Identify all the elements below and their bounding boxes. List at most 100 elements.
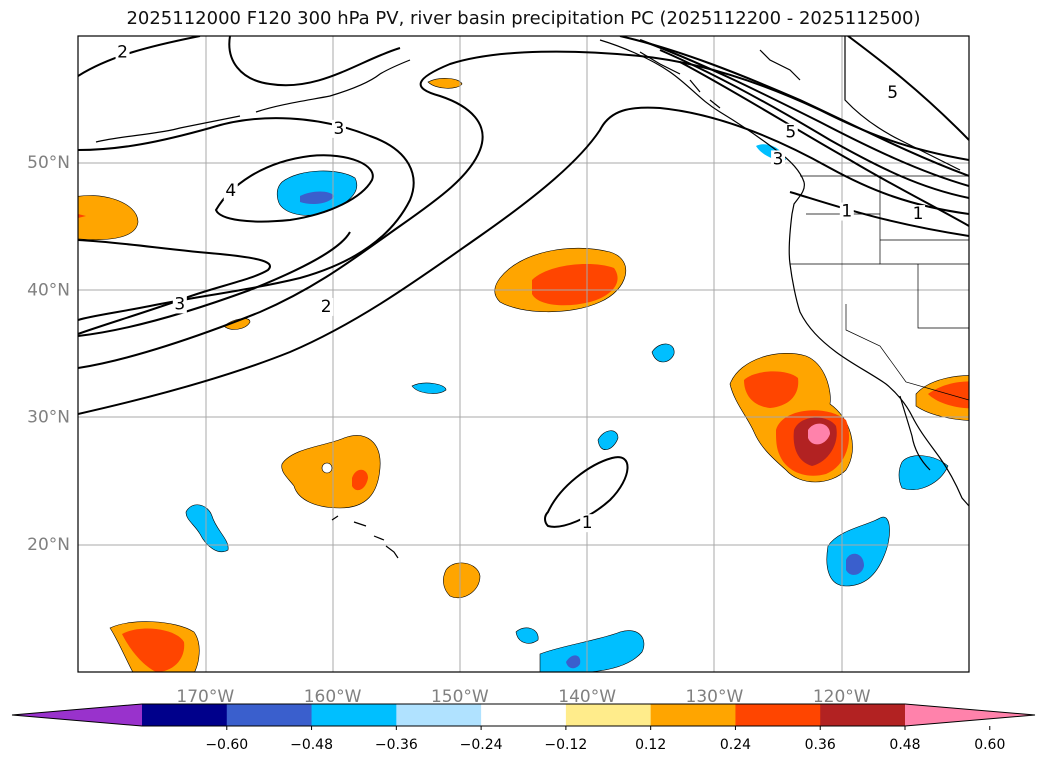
contour-label: 2 <box>321 297 332 317</box>
pv-contour-1b <box>78 231 351 337</box>
lon-tick-label: 140°W <box>558 687 616 707</box>
colorbar-segment <box>735 704 821 726</box>
contour-label-background <box>172 295 187 314</box>
graticule <box>78 36 969 672</box>
precip-patch-negative <box>300 191 334 204</box>
pv-contour-1-main <box>78 106 969 415</box>
pv-contour-4b <box>659 49 969 199</box>
contour-label: 3 <box>334 119 345 139</box>
precip-patch-negative <box>566 655 581 669</box>
pv-contours <box>78 36 969 528</box>
contour-label: 1 <box>841 202 852 222</box>
pv-contour-5b <box>639 39 969 187</box>
colorbar-segment <box>565 704 652 726</box>
chart-title: 2025112000 F120 300 hPa PV, river basin … <box>126 8 921 29</box>
colorbar-tick-label: −0.24 <box>460 737 503 753</box>
contour-label: 1 <box>582 513 593 533</box>
contour-label-background <box>331 119 346 138</box>
contour-label: 4 <box>225 181 236 201</box>
pv-contour-2-main <box>78 50 969 369</box>
colorbar-tick-label: 0.36 <box>805 737 836 753</box>
colorbar-tick-label: 0.24 <box>720 737 751 753</box>
colorbar-outline <box>11 703 1036 727</box>
contour-label-background <box>911 205 926 224</box>
pv-contour-4 <box>214 154 374 223</box>
colorbar-segment <box>650 704 736 726</box>
precip-patch-positive <box>281 435 381 509</box>
colorbar-segment <box>396 704 482 726</box>
colorbar-tick-label: 0.60 <box>974 737 1005 753</box>
contour-label-background <box>115 43 130 62</box>
precip-patch-positive <box>223 318 251 330</box>
longitude-tick-labels: 170°W 160°W 150°W 140°W 130°W 120°W <box>176 687 870 707</box>
pv-contour-1-closed <box>544 456 629 528</box>
lat-tick-label: 20°N <box>27 535 70 555</box>
contour-label: 5 <box>785 123 796 143</box>
contour-label-background <box>771 150 786 169</box>
colorbar-segment <box>820 704 906 726</box>
pv-contour-2 <box>78 36 201 77</box>
colorbar-tick-label: −0.48 <box>290 737 333 753</box>
precip-patch-negative <box>898 455 949 490</box>
colorbar-tick-label: −0.12 <box>544 737 587 753</box>
contour-label: 3 <box>174 294 185 314</box>
lon-tick-label: 160°W <box>304 687 362 707</box>
colorbar-extend-high <box>905 704 1035 726</box>
colorbar-extend-low <box>12 704 142 726</box>
precip-patch-negative <box>597 430 619 450</box>
precip-patch-positive <box>352 469 368 491</box>
pv-contour-3b <box>679 61 969 227</box>
colorbar-segment <box>311 704 397 726</box>
colorbar-tick-label: 0.12 <box>635 737 666 753</box>
lat-tick-label: 50°N <box>27 153 70 173</box>
precip-patch-negative <box>826 516 890 587</box>
contour-label: 5 <box>887 83 898 103</box>
precip-patch-negative <box>651 343 675 363</box>
precip-patch-positive <box>744 371 799 408</box>
pv-contour-3 <box>78 117 415 321</box>
colorbar-tick-label: −0.60 <box>205 737 248 753</box>
precip-patch-negative <box>515 627 539 644</box>
contour-label: 1 <box>913 204 924 224</box>
lat-tick-label: 30°N <box>27 408 70 428</box>
precip-patch-negative <box>539 630 645 672</box>
pv-contour-2-north <box>228 36 401 87</box>
contour-label: 2 <box>117 43 128 63</box>
contour-label: 3 <box>773 149 784 169</box>
precip-anomaly-fills <box>78 78 969 672</box>
contour-label-background <box>223 182 238 201</box>
pv-contour-2b <box>789 191 969 237</box>
colorbar: −0.60 −0.48 −0.36 −0.24 −0.12 0.12 0.24 0.36 0.4… <box>11 703 1036 753</box>
map-frame <box>77 35 970 673</box>
contour-label-background <box>783 123 798 142</box>
pv-contour-upper-right <box>847 36 969 141</box>
lon-tick-label: 130°W <box>686 687 744 707</box>
colorbar-tick-label: −0.36 <box>375 737 418 753</box>
precip-patch-positive <box>928 381 969 409</box>
colorbar-tick-label: 0.48 <box>889 737 920 753</box>
precip-patch-positive <box>78 214 86 218</box>
latitude-tick-labels: 20°N 30°N 40°N 50°N <box>27 153 70 555</box>
contour-label-background <box>580 514 595 533</box>
precip-patch-positive <box>427 78 463 89</box>
lat-tick-label: 40°N <box>27 280 70 300</box>
lon-tick-label: 150°W <box>431 687 489 707</box>
lon-tick-label: 170°W <box>176 687 234 707</box>
contour-label-background <box>885 84 900 103</box>
contour-label-background <box>839 202 854 221</box>
precip-patch-positive <box>808 423 830 445</box>
pv-contour-5 <box>619 36 969 177</box>
precip-patch-positive <box>122 628 185 672</box>
precip-patch-positive <box>443 562 481 598</box>
precip-patch-positive <box>532 264 618 306</box>
precip-patch-positive <box>78 195 139 241</box>
pv-contour-3-loop <box>78 239 271 335</box>
precip-patch-negative <box>411 382 447 394</box>
colorbar-segment <box>226 704 313 726</box>
precip-patch-negative <box>846 553 864 575</box>
lon-tick-label: 120°W <box>813 687 871 707</box>
colorbar-segment <box>142 704 228 726</box>
contour-label-background <box>319 297 334 316</box>
